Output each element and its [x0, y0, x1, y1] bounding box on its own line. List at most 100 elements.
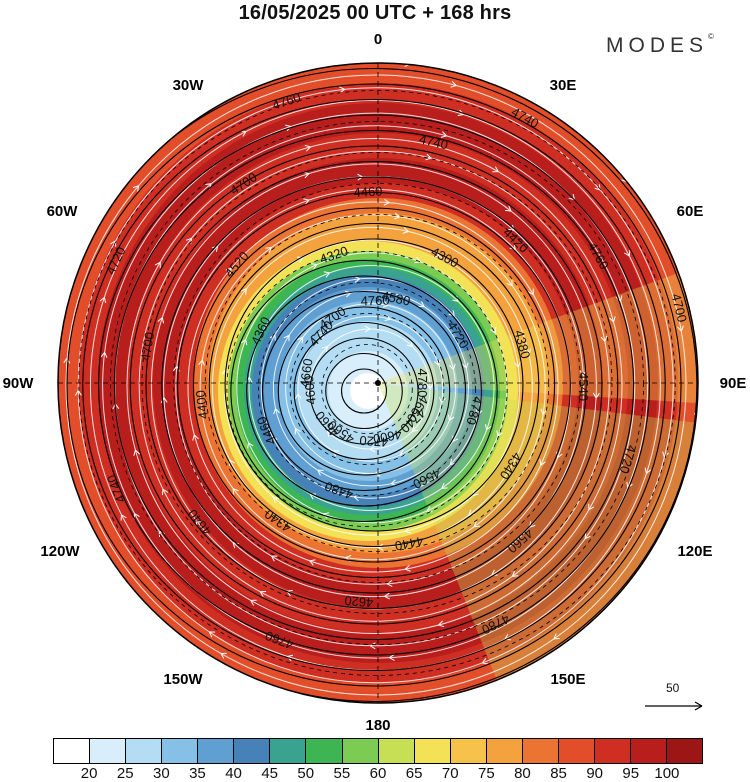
streamline-arrow: [250, 599, 257, 606]
colorbar-cell: [306, 739, 343, 763]
contour-label-text: 4720: [359, 433, 389, 450]
contour-label: 4600: [372, 427, 403, 447]
streamline-arrow: [133, 449, 140, 456]
height-contour: [129, 145, 619, 625]
colorbar-tick-label: 85: [550, 765, 567, 782]
streamline-arrow: [426, 383, 434, 390]
contour-label-text: 4740: [418, 131, 450, 152]
streamline: [126, 138, 623, 634]
contour-label-text: 4540: [576, 372, 592, 401]
contour-label-text: 4700: [138, 331, 157, 362]
height-contour: [208, 222, 540, 548]
colorbar-cell: [90, 739, 127, 763]
colorbar-cell: [667, 739, 703, 763]
contour-label-text: 4380: [511, 328, 533, 360]
longitude-label: 150E: [550, 671, 585, 688]
streamline-arrow: [481, 658, 489, 665]
height-contour: [325, 352, 403, 430]
streamline-arrow: [490, 327, 497, 334]
streamline-arrow: [662, 451, 669, 458]
colorbar-tick-label: 20: [80, 765, 98, 782]
longitude-label: 180: [365, 717, 390, 734]
contour-label-text: 4780: [415, 369, 430, 398]
contour-label: 4760: [360, 293, 389, 309]
streamline: [199, 214, 546, 561]
streamline-arrow: [425, 153, 432, 161]
height-contour: [192, 207, 556, 563]
streamline-arrow: [185, 237, 193, 245]
dashed-contour: [226, 251, 508, 527]
height-contour: [113, 129, 635, 641]
colorbar-cell: [450, 739, 487, 763]
streamline-arrow: [514, 361, 521, 368]
streamline-arrow: [240, 288, 247, 295]
contour-label: 4700: [669, 292, 691, 324]
streamline-arrow: [232, 488, 239, 495]
height-contour: [341, 368, 387, 414]
streamline-arrow: [439, 396, 446, 403]
colorbar-cell: [631, 739, 668, 763]
colorbar-tick-label: 30: [152, 765, 170, 782]
height-contour: [261, 290, 467, 492]
longitude-label: 120W: [40, 543, 80, 560]
streamline-arrow: [384, 314, 391, 322]
colorbar-tick-label: 70: [441, 765, 459, 782]
streamline-arrow: [600, 335, 608, 342]
contour-label: 4720: [359, 433, 389, 450]
colorbar-cell: [234, 739, 271, 763]
wind-reference-label: 50: [666, 681, 680, 695]
streamline-arrow: [496, 430, 503, 437]
longitude-label: 90W: [3, 375, 35, 392]
colorbar-tick-label: 80: [514, 765, 531, 782]
contour-label: 4660: [297, 358, 316, 389]
streamline-arrow: [389, 654, 395, 661]
longitude-label: 0: [374, 31, 382, 48]
streamline-arrow: [120, 514, 127, 521]
wind-shade-ring: [350, 373, 386, 409]
contour-label: 4700: [138, 331, 157, 362]
streamline-arrow: [677, 325, 684, 332]
colorbar-tick-label: 25: [116, 765, 134, 782]
streamline-arrow: [584, 532, 591, 540]
colorbar-tick-label: 45: [261, 765, 278, 782]
contour-label-text: 4440: [394, 533, 425, 553]
streamline-arrow: [321, 346, 329, 353]
streamline-arrow: [198, 359, 205, 366]
colorbar-tick-label: 95: [622, 765, 640, 782]
contour-label-text: 4600: [301, 375, 319, 405]
contour-label-text: 4600: [372, 427, 403, 447]
colorbar-cell: [522, 739, 559, 763]
colorbar-tick-label: 60: [369, 765, 387, 782]
streamline-arrow: [506, 279, 513, 287]
contour-label: 4400: [193, 389, 211, 420]
longitude-label: 30E: [550, 77, 577, 94]
longitude-label: 120E: [677, 543, 712, 560]
streamline-arrow: [304, 144, 311, 152]
map-border: [57, 62, 699, 704]
streamline-arrow: [553, 633, 560, 640]
streamline-arrow: [450, 81, 457, 88]
streamline-arrow: [411, 425, 419, 432]
colorbar-tick-label: 65: [405, 765, 423, 782]
height-contour: [293, 321, 435, 461]
streamline-arrow: [58, 350, 59, 357]
contour-label-text: 4660: [297, 358, 316, 389]
streamline-arrow: [100, 352, 108, 358]
streamline: [138, 150, 610, 622]
streamline-arrow: [402, 227, 409, 234]
streamline-arrow: [382, 301, 389, 308]
streamline-arrow: [404, 526, 411, 534]
contour-label: 4780: [415, 369, 430, 398]
colorbar-tick-label: 100: [654, 765, 680, 782]
streamline: [236, 252, 508, 524]
streamline-arrow: [434, 359, 441, 366]
contour-label: 4440: [394, 533, 425, 553]
streamline-arrow: [406, 340, 413, 348]
wind-shade-sector: [378, 383, 698, 683]
colorbar-tick-label: 90: [586, 765, 603, 782]
contour-label-text: 4620: [344, 593, 374, 610]
colorbar-tick-label: 75: [477, 765, 495, 782]
height-contour: [230, 259, 498, 523]
streamline-arrow: [492, 166, 499, 173]
streamline-arrow: [220, 652, 227, 659]
